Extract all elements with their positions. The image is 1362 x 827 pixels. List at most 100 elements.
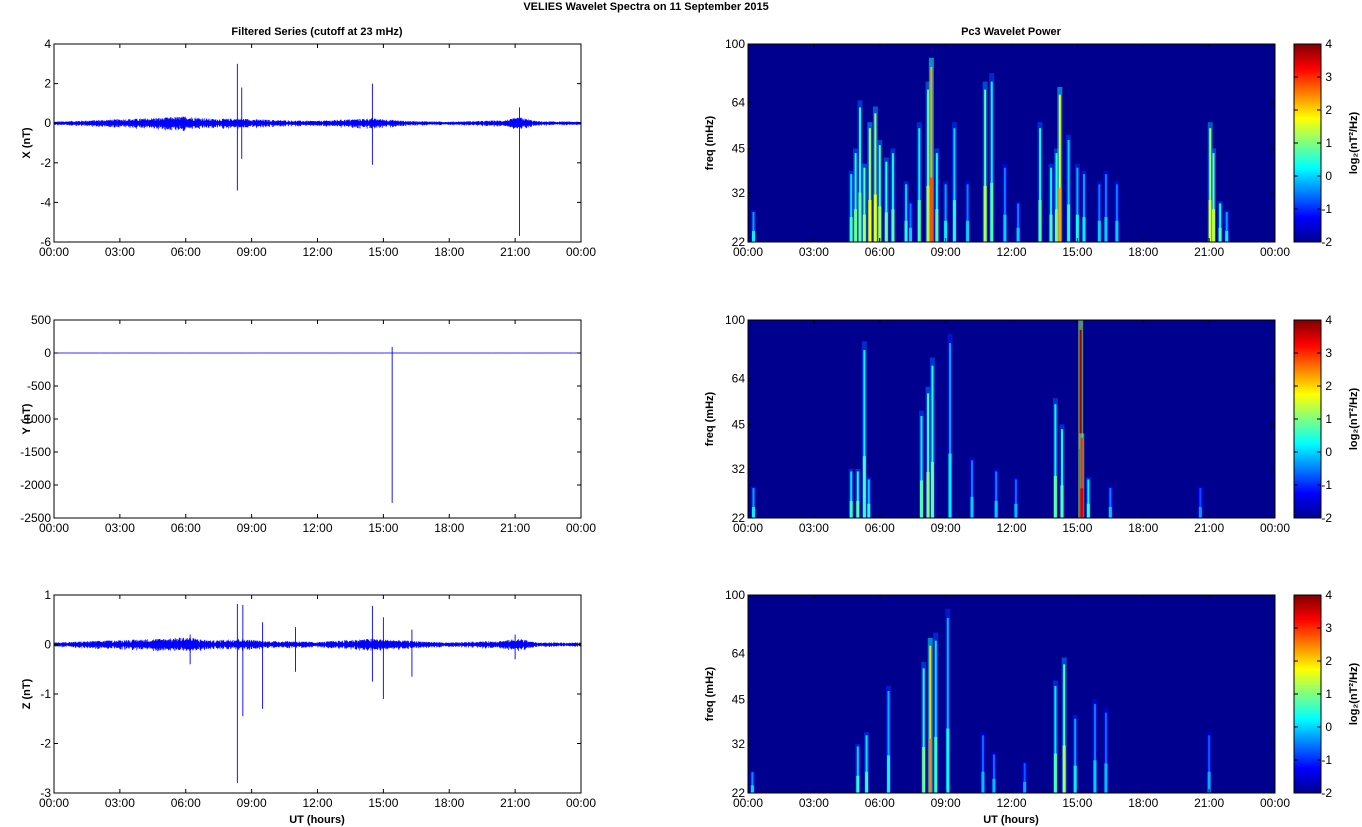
x-tick-label: 15:00 — [368, 521, 398, 535]
heatmap-streak — [1014, 479, 1017, 518]
x-tick-label: 12:00 — [996, 521, 1026, 535]
y-tick-label: 64 — [732, 95, 746, 109]
y-axis-label: Z (nT) — [21, 678, 33, 709]
heatmap-streak-core — [990, 182, 994, 242]
heatmap-streak — [1080, 437, 1083, 518]
heatmap-streak-core — [922, 747, 926, 793]
x-tick-label: 09:00 — [237, 245, 267, 259]
colorbar-tick-label: 2 — [1325, 654, 1332, 668]
colorbar — [1293, 594, 1322, 794]
heatmap-streak — [1061, 429, 1064, 518]
y-tick-label: 100 — [725, 313, 745, 327]
heatmap-streak — [751, 772, 754, 793]
x-tick-label: 15:00 — [368, 245, 398, 259]
heatmap-streak-core — [966, 220, 970, 242]
heatmap-streak — [970, 460, 973, 518]
heatmap-streak-core — [1093, 760, 1097, 793]
right-column-title: Pc3 Wavelet Power — [961, 26, 1062, 38]
heatmap-streak-core — [926, 472, 930, 518]
heatmap-streak — [1003, 167, 1006, 242]
y-tick-label: -2500 — [20, 511, 51, 525]
colorbar-tick-label: 0 — [1325, 169, 1332, 183]
heatmap-streak-core — [1038, 200, 1042, 242]
heatmap-streak-core — [873, 194, 877, 242]
heatmap-streak — [1104, 712, 1107, 793]
heatmap-streak — [868, 128, 871, 242]
x-tick-label: 06:00 — [171, 521, 201, 535]
heatmap-streak-core — [1014, 503, 1018, 518]
x-tick-label: 06:00 — [865, 796, 895, 810]
heatmap-streak — [1212, 153, 1215, 242]
y-tick-label: 4 — [44, 37, 51, 51]
figure-title: VELIES Wavelet Spectra on 11 September 2… — [523, 1, 768, 13]
heatmap-streak-core — [994, 500, 998, 518]
heatmap-streak-core — [1062, 745, 1066, 793]
heatmap-streak — [966, 184, 969, 242]
heatmap-streak-core — [1016, 227, 1020, 242]
heatmap-cells — [749, 608, 1212, 793]
heatmap-streak-core — [983, 185, 987, 242]
x-tick-label: 21:00 — [500, 521, 530, 535]
heatmap-streak — [856, 471, 859, 518]
heatmap-streak — [1050, 167, 1053, 242]
heatmap-streak-core — [867, 503, 871, 518]
heatmap-streak — [1225, 212, 1228, 242]
colorbar-tick-label: 1 — [1325, 412, 1332, 426]
colorbar-tick-label: 0 — [1325, 720, 1332, 734]
x-tick-label: 09:00 — [931, 245, 961, 259]
heatmap-streak-core — [1225, 230, 1229, 242]
x-tick-label: 00:00 — [39, 521, 69, 535]
heatmap-streak-core — [926, 185, 930, 242]
x-tick-label: 06:00 — [171, 245, 201, 259]
heatmap-streak-core — [904, 220, 908, 242]
heatmap-streak — [1054, 404, 1057, 518]
heatmap-streak — [1017, 203, 1020, 242]
x-tick-label: 00:00 — [1260, 521, 1290, 535]
left-x-axis-label: UT (hours) — [289, 814, 345, 826]
colorbar-tick-label: 3 — [1325, 346, 1332, 360]
heatmap-streak — [944, 184, 947, 242]
colorbar-tick-label: 3 — [1325, 621, 1332, 635]
heatmap-streak — [934, 640, 937, 793]
y-tick-label: 45 — [732, 141, 746, 155]
heatmap-streak-core — [1115, 220, 1119, 242]
y-tick-label: 2 — [44, 77, 51, 91]
y-tick-label: 100 — [725, 588, 745, 602]
y-tick-label: 64 — [732, 646, 746, 660]
heatmap-streak-core — [1108, 506, 1112, 518]
heatmap-streak-core — [1067, 204, 1071, 242]
heatmap-streak — [1199, 488, 1202, 518]
y-tick-label: 100 — [725, 37, 745, 51]
y-axis-label: freq (mHz) — [704, 666, 716, 721]
colorbar — [1293, 319, 1322, 519]
x-tick-label: 00:00 — [39, 245, 69, 259]
heatmap-streak — [856, 746, 859, 793]
y-tick-label: -2 — [40, 737, 51, 751]
x-tick-label: 06:00 — [865, 245, 895, 259]
heatmap-streak-core — [751, 506, 755, 518]
heatmap-streak — [931, 365, 934, 518]
heatmap-streak-core — [919, 480, 923, 518]
y-tick-label: -4 — [40, 195, 51, 209]
heatmap-cells — [750, 57, 1230, 242]
heatmap-background — [748, 320, 1275, 518]
heatmap-streak-core — [862, 456, 866, 518]
colorbar-tick-label: -1 — [1321, 753, 1332, 767]
heatmap-streak-core — [891, 209, 895, 242]
heatmap-streak — [1079, 329, 1082, 518]
x-tick-label: 09:00 — [931, 796, 961, 810]
x-tick-label: 12:00 — [996, 245, 1026, 259]
heatmap-streak — [863, 350, 866, 518]
x-tick-label: 21:00 — [500, 245, 530, 259]
colorbar-tick-label: 4 — [1325, 588, 1332, 602]
x-tick-label: 03:00 — [105, 245, 135, 259]
x-tick-label: 00:00 — [566, 245, 596, 259]
heatmap-streak — [1209, 128, 1212, 242]
heatmap-streak — [752, 212, 755, 242]
x-tick-label: 03:00 — [105, 796, 135, 810]
heatmap-streak — [909, 203, 912, 242]
heatmap-streak-core — [751, 230, 755, 242]
heatmap-streak-core — [1104, 216, 1108, 242]
panels: 4 2 0 -2 -4 -6 X (nT) 00:00 03:00 06:00 09:00 12:00… — [20, 37, 1360, 810]
